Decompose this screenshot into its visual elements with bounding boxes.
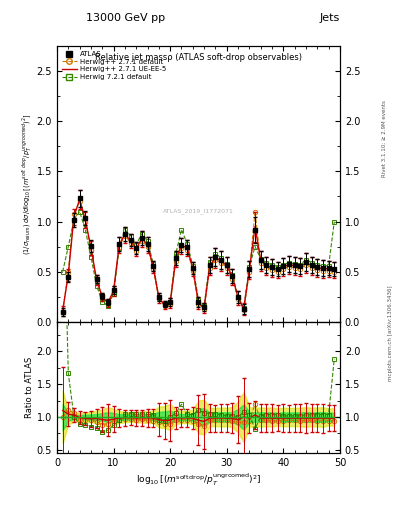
- Text: Relative jet massρ (ATLAS soft-drop observables): Relative jet massρ (ATLAS soft-drop obse…: [95, 53, 302, 62]
- Text: mcplots.cern.ch [arXiv:1306.3436]: mcplots.cern.ch [arXiv:1306.3436]: [388, 285, 393, 380]
- Text: Rivet 3.1.10; ≥ 2.9M events: Rivet 3.1.10; ≥ 2.9M events: [382, 100, 387, 177]
- Text: Jets: Jets: [320, 12, 340, 23]
- Y-axis label: Ratio to ATLAS: Ratio to ATLAS: [25, 357, 34, 418]
- Text: ATLAS_2019_I1772071: ATLAS_2019_I1772071: [163, 209, 234, 215]
- Y-axis label: $(1/\sigma_{resum})$ $d\sigma/d\log_{10}$[$(m^{soft\ drop}/p_T^{ungroomed})^2$]: $(1/\sigma_{resum})$ $d\sigma/d\log_{10}…: [21, 113, 34, 254]
- Legend: ATLAS, Herwig++ 2.7.1 default, Herwig++ 2.7.1 UE-EE-5, Herwig 7.2.1 default: ATLAS, Herwig++ 2.7.1 default, Herwig++ …: [61, 50, 167, 81]
- X-axis label: $\log_{10}[(m^{\rm soft\,drop}/p_T^{\rm ungroomed})^2]$: $\log_{10}[(m^{\rm soft\,drop}/p_T^{\rm …: [136, 472, 261, 488]
- Text: 13000 GeV pp: 13000 GeV pp: [86, 12, 165, 23]
